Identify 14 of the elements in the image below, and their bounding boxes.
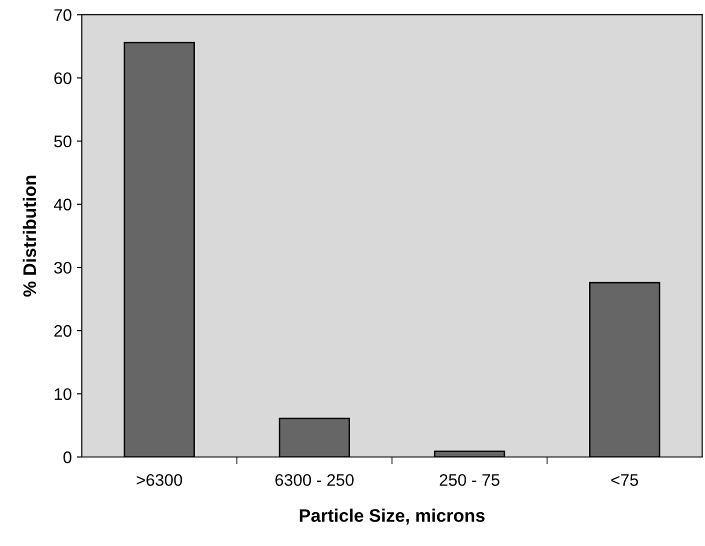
y-tick-label: 40 <box>54 198 72 210</box>
y-tick-label: 30 <box>54 262 72 274</box>
y-tick-label: 10 <box>54 388 72 400</box>
x-axis-title: Particle Size, microns <box>300 508 485 525</box>
x-tick-label: 250 - 75 <box>440 474 500 486</box>
x-tick-label: >6300 <box>136 474 182 486</box>
y-tick-label: 70 <box>54 9 72 21</box>
y-tick-label: 20 <box>54 325 72 337</box>
x-tick-label: <75 <box>611 474 638 486</box>
y-tick-label: 0 <box>63 451 72 464</box>
x-tick-label: 6300 - 250 <box>275 474 354 486</box>
y-tick-label: 50 <box>54 136 72 148</box>
y-tick-label: 60 <box>54 72 72 84</box>
y-axis-title: % Distribution <box>22 176 36 297</box>
